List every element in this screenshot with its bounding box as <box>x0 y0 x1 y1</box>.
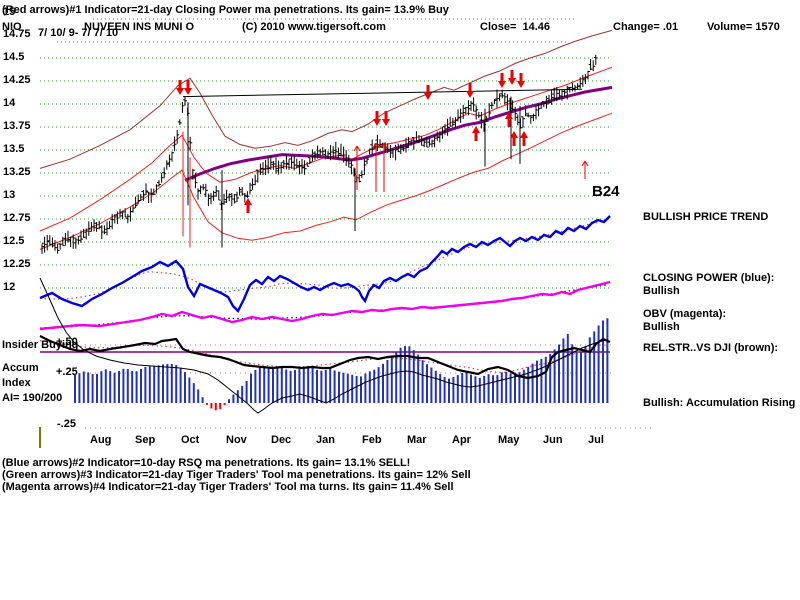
y-axis-label: 13.25 <box>3 166 31 178</box>
month-label: Oct <box>181 434 200 446</box>
signal-header-red-arrows: (Red arrows)#1 Indicator=21-day Closing … <box>2 4 449 16</box>
level-plus25-label: +.25 <box>56 366 78 378</box>
obv-state: Bullish <box>643 321 680 333</box>
signal-footer-green-arrows: (Green arrows)#3 Indicator=21-day Tiger … <box>2 469 471 481</box>
ticker-symbol: NIO <box>2 21 22 33</box>
obv-label: OBV (magenta): <box>643 308 727 320</box>
month-label: May <box>498 434 520 446</box>
y-axis-label: 13.5 <box>3 143 25 155</box>
close-value: Close= 14.46 <box>480 21 551 33</box>
price-trend-note: BULLISH PRICE TREND <box>643 211 769 223</box>
month-label: Mar <box>407 434 427 446</box>
closing-power-label: CLOSING POWER (blue): <box>643 272 775 284</box>
accum-label-2: Index <box>2 377 31 389</box>
y-axis-label: 15 <box>3 6 16 18</box>
signal-footer-blue-arrows: (Blue arrows)#2 Indicator=10-day RSQ ma … <box>2 457 411 469</box>
y-axis-label: 13.75 <box>3 120 31 132</box>
accum-index-value: AI= 190/200 <box>2 392 63 404</box>
month-label: Apr <box>452 434 471 446</box>
date-range: 7/ 10/ 9- 7/ 7/ 10 <box>38 27 119 39</box>
y-axis-label: 14.25 <box>3 74 31 86</box>
level-minus25-label: -.25 <box>57 418 76 430</box>
month-label: Jun <box>543 434 563 446</box>
accumulation-note: Bullish: Accumulation Rising <box>643 397 796 409</box>
y-axis-label: 12.25 <box>3 258 31 270</box>
month-label: Feb <box>362 434 382 446</box>
rel-strength-label: REL.STR..VS DJI (brown): <box>643 342 779 354</box>
change-value: Change= .01 <box>613 21 679 33</box>
insider-buying-label: Insider Buying <box>2 339 79 351</box>
y-axis-label: 14 <box>3 97 16 109</box>
month-label: Dec <box>271 434 292 446</box>
signal-footer-magenta-arrows: (Magenta arrows)#4 Indicator=21-day Tige… <box>2 481 454 493</box>
y-axis-label: 12.75 <box>3 212 31 224</box>
y-axis-label: 14.5 <box>3 51 25 63</box>
month-label: Jan <box>316 434 335 446</box>
accum-label-1: Accum <box>2 362 39 374</box>
month-label: Nov <box>226 434 247 446</box>
month-label: Sep <box>135 434 156 446</box>
security-name: NUVEEN INS MUNI O <box>84 21 195 33</box>
copyright: (C) 2010 www.tigersoft.com <box>242 21 386 33</box>
month-label: Jul <box>588 434 604 446</box>
month-label: Aug <box>90 434 112 446</box>
y-axis-label: 12 <box>3 281 16 293</box>
closing-power-state: Bullish <box>643 285 680 297</box>
volume-value: Volume= 1570 <box>707 21 780 33</box>
y-axis-label: 12.5 <box>3 235 25 247</box>
y-axis-label: 14.75 <box>3 28 31 40</box>
y-axis-label: 13 <box>3 189 16 201</box>
buy-signal-tag: B24 <box>592 183 620 200</box>
level-plus50-label: +.50 <box>56 336 78 348</box>
